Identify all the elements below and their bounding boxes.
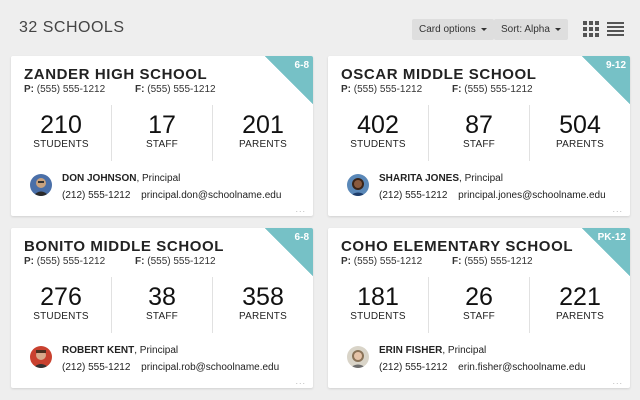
school-fax: F: (555) 555-1212: [135, 256, 216, 267]
principal-name[interactable]: ROBERT KENT, Principal: [62, 345, 179, 356]
more-options-icon[interactable]: ...: [612, 376, 623, 386]
grade-corner: [265, 228, 313, 276]
page-header: 32 SCHOOLS Card options Sort: Alpha: [0, 0, 640, 56]
page-title: 32 SCHOOLS: [19, 19, 125, 36]
staff-label: STAFF: [146, 311, 178, 322]
staff-count: 87: [465, 111, 493, 139]
school-name[interactable]: ZANDER HIGH SCHOOL: [24, 66, 208, 83]
students-label: STUDENTS: [33, 139, 89, 150]
principal-contact: (212) 555-1212 erin.fisher@schoolname.ed…: [379, 362, 586, 373]
school-stats: 276 STUDENTS 38 STAFF 358 PARENTS: [11, 277, 313, 333]
school-name[interactable]: OSCAR MIDDLE SCHOOL: [341, 66, 537, 83]
principal-email[interactable]: principal.don@schoolname.edu: [141, 190, 282, 201]
staff-label: STAFF: [463, 311, 495, 322]
stat-staff: 38 STAFF: [111, 277, 212, 333]
principal-phone: (212) 555-1212: [62, 190, 131, 201]
stat-parents: 221 PARENTS: [529, 277, 630, 333]
parents-count: 221: [559, 283, 601, 311]
principal-name[interactable]: ERIN FISHER, Principal: [379, 345, 487, 356]
principal-contact: (212) 555-1212 principal.jones@schoolnam…: [379, 190, 606, 201]
school-stats: 210 STUDENTS 17 STAFF 201 PARENTS: [11, 105, 313, 161]
sort-dropdown[interactable]: Sort: Alpha: [494, 19, 568, 40]
principal-phone: (212) 555-1212: [379, 190, 448, 201]
grade-corner: [582, 228, 630, 276]
school-card[interactable]: PK-12 COHO ELEMENTARY SCHOOL P: (555) 55…: [328, 228, 630, 388]
card-options-label: Card options: [419, 24, 476, 35]
grade-badge: PK-12: [597, 232, 626, 243]
school-fax: F: (555) 555-1212: [135, 84, 216, 95]
stat-students: 181 STUDENTS: [328, 277, 428, 333]
parents-label: PARENTS: [556, 139, 604, 150]
staff-label: STAFF: [146, 139, 178, 150]
stat-parents: 358 PARENTS: [212, 277, 313, 333]
students-count: 402: [357, 111, 399, 139]
caret-down-icon: [480, 28, 487, 31]
principal-email[interactable]: erin.fisher@schoolname.edu: [458, 362, 586, 373]
grid-view-icon[interactable]: [582, 20, 600, 38]
stat-staff: 26 STAFF: [428, 277, 529, 333]
card-options-dropdown[interactable]: Card options: [412, 19, 494, 40]
more-options-icon[interactable]: ...: [295, 204, 306, 214]
staff-count: 26: [465, 283, 493, 311]
sort-label: Sort: Alpha: [501, 24, 550, 35]
principal-email[interactable]: principal.rob@schoolname.edu: [141, 362, 280, 373]
principal-avatar: [347, 346, 369, 368]
principal-name[interactable]: DON JOHNSON, Principal: [62, 173, 181, 184]
principal-avatar: [30, 174, 52, 196]
principal-email[interactable]: principal.jones@schoolname.edu: [458, 190, 606, 201]
school-card[interactable]: 9-12 OSCAR MIDDLE SCHOOL P: (555) 555-12…: [328, 56, 630, 216]
school-phone: P: (555) 555-1212: [341, 84, 423, 95]
school-fax: F: (555) 555-1212: [452, 256, 533, 267]
grade-badge: 6-8: [294, 232, 309, 243]
school-name[interactable]: COHO ELEMENTARY SCHOOL: [341, 238, 574, 255]
stat-staff: 17 STAFF: [111, 105, 212, 161]
principal-contact: (212) 555-1212 principal.don@schoolname.…: [62, 190, 281, 201]
grade-badge: 6-8: [294, 60, 309, 71]
principal-avatar: [30, 346, 52, 368]
students-label: STUDENTS: [350, 311, 406, 322]
grade-corner: [265, 56, 313, 104]
principal-phone: (212) 555-1212: [379, 362, 448, 373]
stat-staff: 87 STAFF: [428, 105, 529, 161]
school-phone: P: (555) 555-1212: [24, 256, 106, 267]
principal-avatar: [347, 174, 369, 196]
principal-name[interactable]: SHARITA JONES, Principal: [379, 173, 503, 184]
grade-corner: [582, 56, 630, 104]
school-card[interactable]: 6-8 ZANDER HIGH SCHOOL P: (555) 555-1212…: [11, 56, 313, 216]
more-options-icon[interactable]: ...: [612, 204, 623, 214]
stat-parents: 201 PARENTS: [212, 105, 313, 161]
school-stats: 402 STUDENTS 87 STAFF 504 PARENTS: [328, 105, 630, 161]
principal-phone: (212) 555-1212: [62, 362, 131, 373]
school-fax: F: (555) 555-1212: [452, 84, 533, 95]
stat-students: 210 STUDENTS: [11, 105, 111, 161]
parents-label: PARENTS: [239, 139, 287, 150]
school-card[interactable]: 6-8 BONITO MIDDLE SCHOOL P: (555) 555-12…: [11, 228, 313, 388]
caret-down-icon: [554, 28, 561, 31]
school-name[interactable]: BONITO MIDDLE SCHOOL: [24, 238, 225, 255]
school-phone: P: (555) 555-1212: [341, 256, 423, 267]
school-stats: 181 STUDENTS 26 STAFF 221 PARENTS: [328, 277, 630, 333]
staff-count: 38: [148, 283, 176, 311]
parents-count: 201: [242, 111, 284, 139]
staff-label: STAFF: [463, 139, 495, 150]
stat-students: 402 STUDENTS: [328, 105, 428, 161]
grade-badge: 9-12: [605, 60, 626, 71]
parents-label: PARENTS: [239, 311, 287, 322]
students-count: 181: [357, 283, 399, 311]
parents-count: 504: [559, 111, 601, 139]
stat-students: 276 STUDENTS: [11, 277, 111, 333]
students-label: STUDENTS: [350, 139, 406, 150]
students-count: 276: [40, 283, 82, 311]
school-phone: P: (555) 555-1212: [24, 84, 106, 95]
students-label: STUDENTS: [33, 311, 89, 322]
staff-count: 17: [148, 111, 176, 139]
more-options-icon[interactable]: ...: [295, 376, 306, 386]
parents-count: 358: [242, 283, 284, 311]
principal-contact: (212) 555-1212 principal.rob@schoolname.…: [62, 362, 279, 373]
stat-parents: 504 PARENTS: [529, 105, 630, 161]
list-view-icon[interactable]: [607, 20, 625, 38]
students-count: 210: [40, 111, 82, 139]
parents-label: PARENTS: [556, 311, 604, 322]
